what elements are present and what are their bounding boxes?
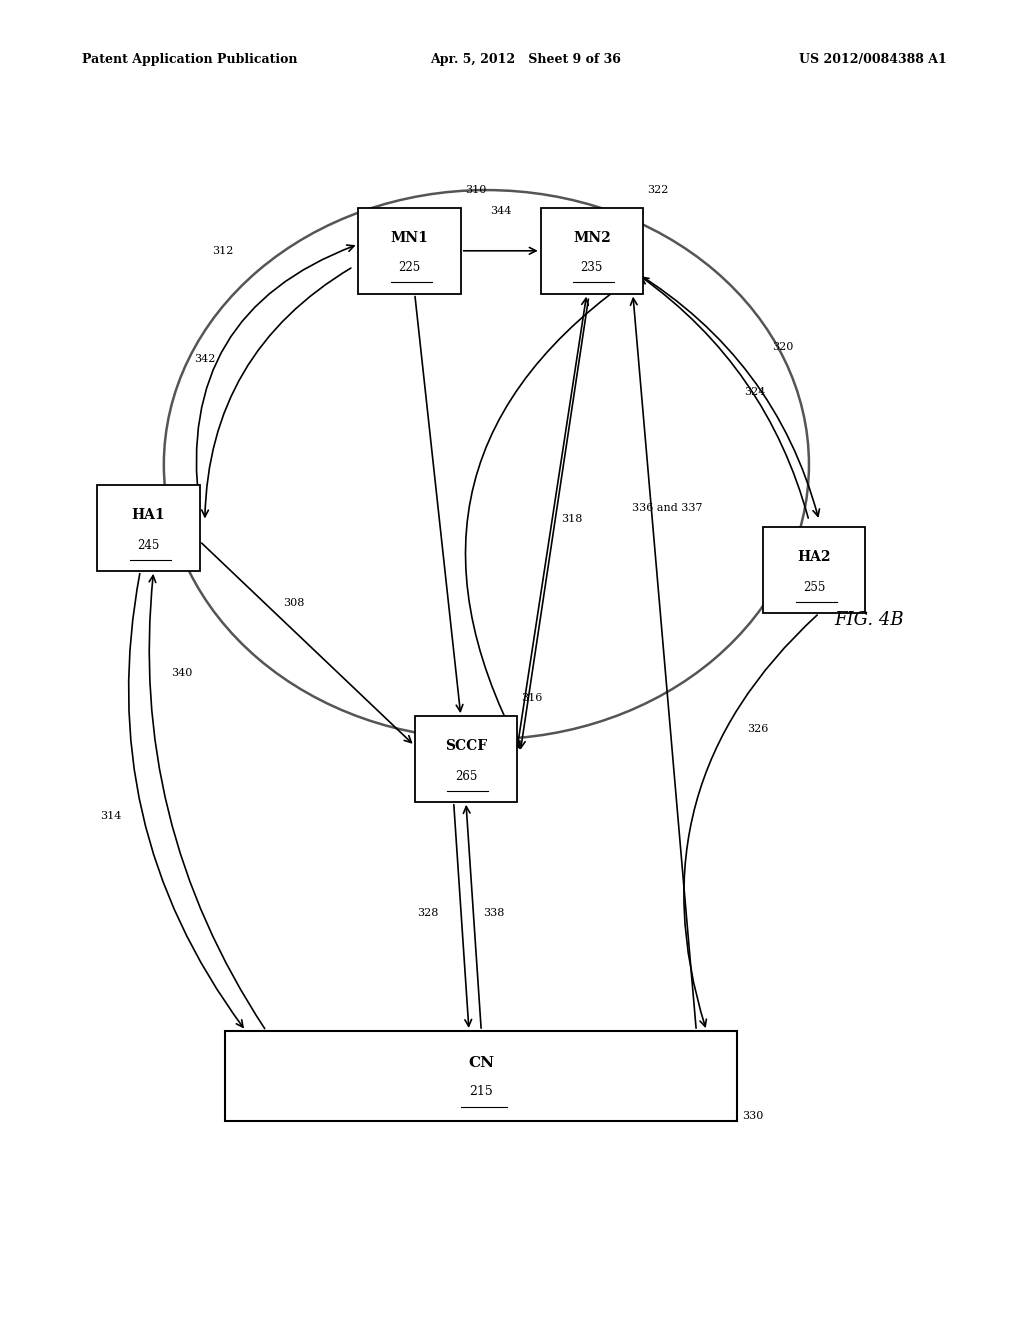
Text: 342: 342 (195, 354, 215, 364)
Text: 326: 326 (748, 723, 768, 734)
Text: HA2: HA2 (798, 550, 830, 564)
Text: MN1: MN1 (391, 231, 428, 244)
Text: SCCF: SCCF (444, 739, 487, 752)
Text: 322: 322 (647, 185, 669, 195)
Text: 308: 308 (284, 598, 304, 609)
Text: 316: 316 (521, 693, 543, 702)
Text: 310: 310 (465, 185, 486, 195)
Text: 320: 320 (772, 342, 793, 352)
FancyBboxPatch shape (763, 527, 865, 612)
FancyBboxPatch shape (97, 484, 200, 570)
Text: MN2: MN2 (573, 231, 610, 244)
Text: 245: 245 (137, 539, 160, 552)
Text: 235: 235 (581, 261, 603, 275)
FancyBboxPatch shape (541, 207, 643, 293)
Text: 336 and 337: 336 and 337 (633, 503, 702, 513)
Text: US 2012/0084388 A1: US 2012/0084388 A1 (799, 53, 946, 66)
Text: FIG. 4B: FIG. 4B (835, 611, 904, 630)
Text: 324: 324 (744, 387, 765, 397)
Text: 318: 318 (561, 513, 582, 524)
Text: CN: CN (468, 1056, 495, 1069)
FancyBboxPatch shape (358, 207, 461, 293)
Text: HA1: HA1 (132, 508, 165, 521)
Text: 215: 215 (469, 1085, 494, 1098)
Text: 225: 225 (398, 261, 421, 275)
Text: 312: 312 (213, 246, 233, 256)
Text: 344: 344 (490, 206, 511, 216)
Text: 328: 328 (418, 908, 438, 919)
Text: Apr. 5, 2012   Sheet 9 of 36: Apr. 5, 2012 Sheet 9 of 36 (430, 53, 621, 66)
FancyBboxPatch shape (225, 1031, 737, 1121)
Text: 265: 265 (455, 770, 477, 783)
Text: 330: 330 (742, 1110, 764, 1121)
Text: 314: 314 (100, 810, 121, 821)
Text: Patent Application Publication: Patent Application Publication (82, 53, 297, 66)
FancyBboxPatch shape (415, 715, 517, 803)
Text: 255: 255 (803, 581, 825, 594)
Text: 338: 338 (483, 908, 504, 919)
Text: 340: 340 (172, 668, 193, 678)
